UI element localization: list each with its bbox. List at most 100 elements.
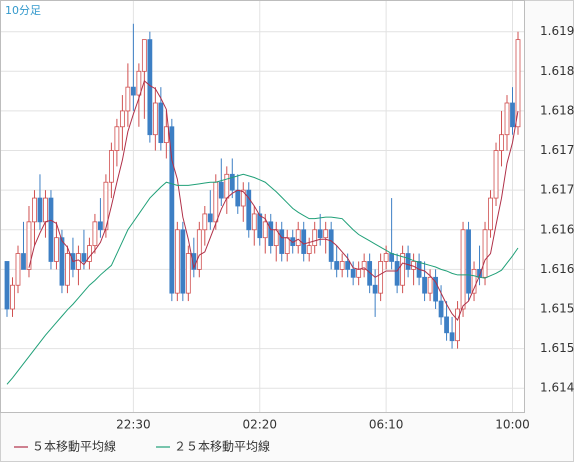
candle-body [141, 39, 147, 72]
candle-body [482, 229, 488, 278]
candle-body [4, 261, 10, 310]
candle-body [422, 276, 427, 294]
candle-body [114, 126, 120, 151]
candle-body [455, 308, 460, 342]
candle-body [295, 229, 301, 247]
x-tick-label: 22:30 [116, 418, 151, 432]
y-tick-label: 1.6175 [540, 143, 574, 157]
candle-body [372, 284, 378, 294]
y-tick-label: 1.6155 [540, 302, 574, 316]
candle-body [334, 261, 340, 270]
candle-body [317, 229, 323, 239]
candle-body [345, 261, 351, 270]
candle-body [312, 229, 318, 247]
candle-body [152, 102, 158, 136]
candle-body [405, 253, 411, 270]
candle-body [32, 197, 37, 223]
candle-body [65, 253, 70, 286]
x-tick-label: 10:00 [495, 418, 530, 432]
candle-body [125, 86, 131, 112]
candle-body [54, 237, 59, 262]
candle-body [213, 181, 219, 223]
y-tick-label: 1.6160 [540, 262, 574, 276]
candle-body [356, 268, 362, 278]
candle-body [323, 229, 329, 239]
candle-body [367, 261, 373, 286]
candle-body [37, 197, 43, 223]
candle-body [449, 332, 455, 342]
candle-body [130, 86, 136, 96]
candle-body [504, 102, 510, 136]
y-tick-label: 1.6185 [540, 64, 574, 78]
y-tick-label: 1.6180 [540, 103, 574, 117]
candle-body [191, 253, 197, 270]
timeframe-label: 10分足 [5, 4, 41, 17]
candle-body [180, 229, 186, 294]
candle-body [207, 213, 213, 223]
plot-area [0, 0, 525, 413]
legend-label: ５本移動平均線 [32, 439, 116, 454]
x-tick-label: 02:20 [242, 418, 277, 432]
candle-body [350, 268, 356, 278]
candle-body [119, 110, 125, 128]
candle-body [301, 229, 307, 254]
legend-label: ２５本移動平均線 [174, 439, 270, 454]
candle-body [378, 261, 384, 294]
y-tick-label: 1.6145 [540, 381, 574, 395]
candle-body [268, 221, 274, 247]
candle-body [136, 70, 142, 96]
candle-body [169, 126, 175, 294]
y-tick-label: 1.6190 [540, 24, 574, 38]
candle-body [218, 181, 224, 199]
candle-body [262, 221, 268, 239]
y-tick-label: 1.6170 [540, 183, 574, 197]
candle-body [389, 253, 395, 262]
candle-body [196, 229, 202, 270]
candle-body [246, 189, 252, 231]
candle-body [499, 134, 504, 151]
candle-body [383, 253, 389, 262]
candle-body [471, 268, 477, 294]
candle-body [438, 300, 444, 318]
candle-body [174, 229, 180, 294]
candle-body [59, 237, 65, 286]
candle-body [81, 253, 87, 262]
candle-body [163, 126, 169, 144]
candle-body [510, 102, 515, 128]
candle-body [224, 173, 230, 199]
candle-body [21, 253, 26, 270]
candle-body [229, 173, 235, 191]
candle-body [466, 229, 471, 294]
candle-body [251, 213, 257, 231]
candle-body [328, 229, 334, 262]
y-tick-label: 1.6165 [540, 222, 574, 236]
candle-body [15, 253, 21, 286]
candle-body [43, 197, 48, 223]
candle-body [427, 276, 433, 294]
candle-body [400, 253, 406, 286]
candle-body [240, 189, 246, 207]
candle-body [185, 253, 191, 294]
candle-body [257, 213, 263, 239]
candle-body [48, 197, 54, 262]
candle-body [92, 221, 98, 247]
candle-body [235, 189, 241, 207]
candle-body [147, 39, 153, 136]
candle-body [493, 150, 499, 199]
y-tick-label: 1.6150 [540, 341, 574, 355]
candle-body [361, 261, 367, 270]
candle-body [515, 39, 521, 128]
candle-body [284, 237, 290, 254]
candle-body [103, 181, 109, 231]
candle-body [26, 221, 32, 270]
candle-body [87, 245, 92, 262]
candle-body [202, 213, 208, 231]
candle-body [433, 276, 438, 302]
x-tick-label: 06:10 [369, 418, 404, 432]
candle-body [394, 261, 400, 286]
candle-body [306, 245, 312, 254]
candle-body [98, 221, 103, 231]
candle-body [339, 261, 345, 270]
